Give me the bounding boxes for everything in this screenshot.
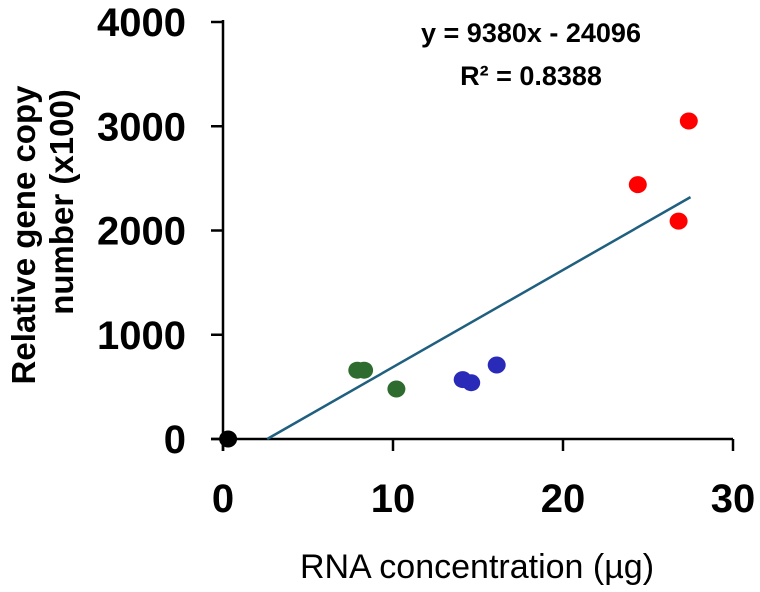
x-tick-label: 0 [212,477,234,521]
y-axis-title-line-1: Relative gene copy [5,85,42,385]
y-tick-label: 1000 [97,314,186,358]
r-squared-label: R² = 0.8388 [460,61,602,91]
x-tick-label: 10 [371,477,416,521]
y-axis-title: Relative gene copy number (x100) [5,85,80,385]
data-point-red [628,176,647,194]
data-point-green [355,361,374,379]
y-tick-label: 4000 [97,1,186,45]
x-tick-label: 30 [711,477,756,521]
data-points [219,112,698,448]
y-axis-title-line-2: number (x100) [43,89,80,315]
data-point-blue [462,374,481,392]
data-point-red [679,112,698,130]
y-tick-label: 0 [164,418,186,462]
x-axis-title: RNA concentration (µg) [300,548,654,586]
data-point-green [387,380,406,398]
trendline [266,196,692,441]
y-tick-label: 3000 [97,105,186,149]
y-ticks: 0 1000 2000 3000 4000 [97,1,223,462]
data-point-blue [487,356,506,374]
axes [211,20,733,451]
data-point-black [219,430,238,448]
x-tick-label: 20 [541,477,586,521]
equation-label: y = 9380x - 24096 [421,18,641,48]
data-point-red [669,212,688,230]
y-tick-label: 2000 [97,210,186,254]
x-ticks: 0 10 20 30 [212,439,755,521]
